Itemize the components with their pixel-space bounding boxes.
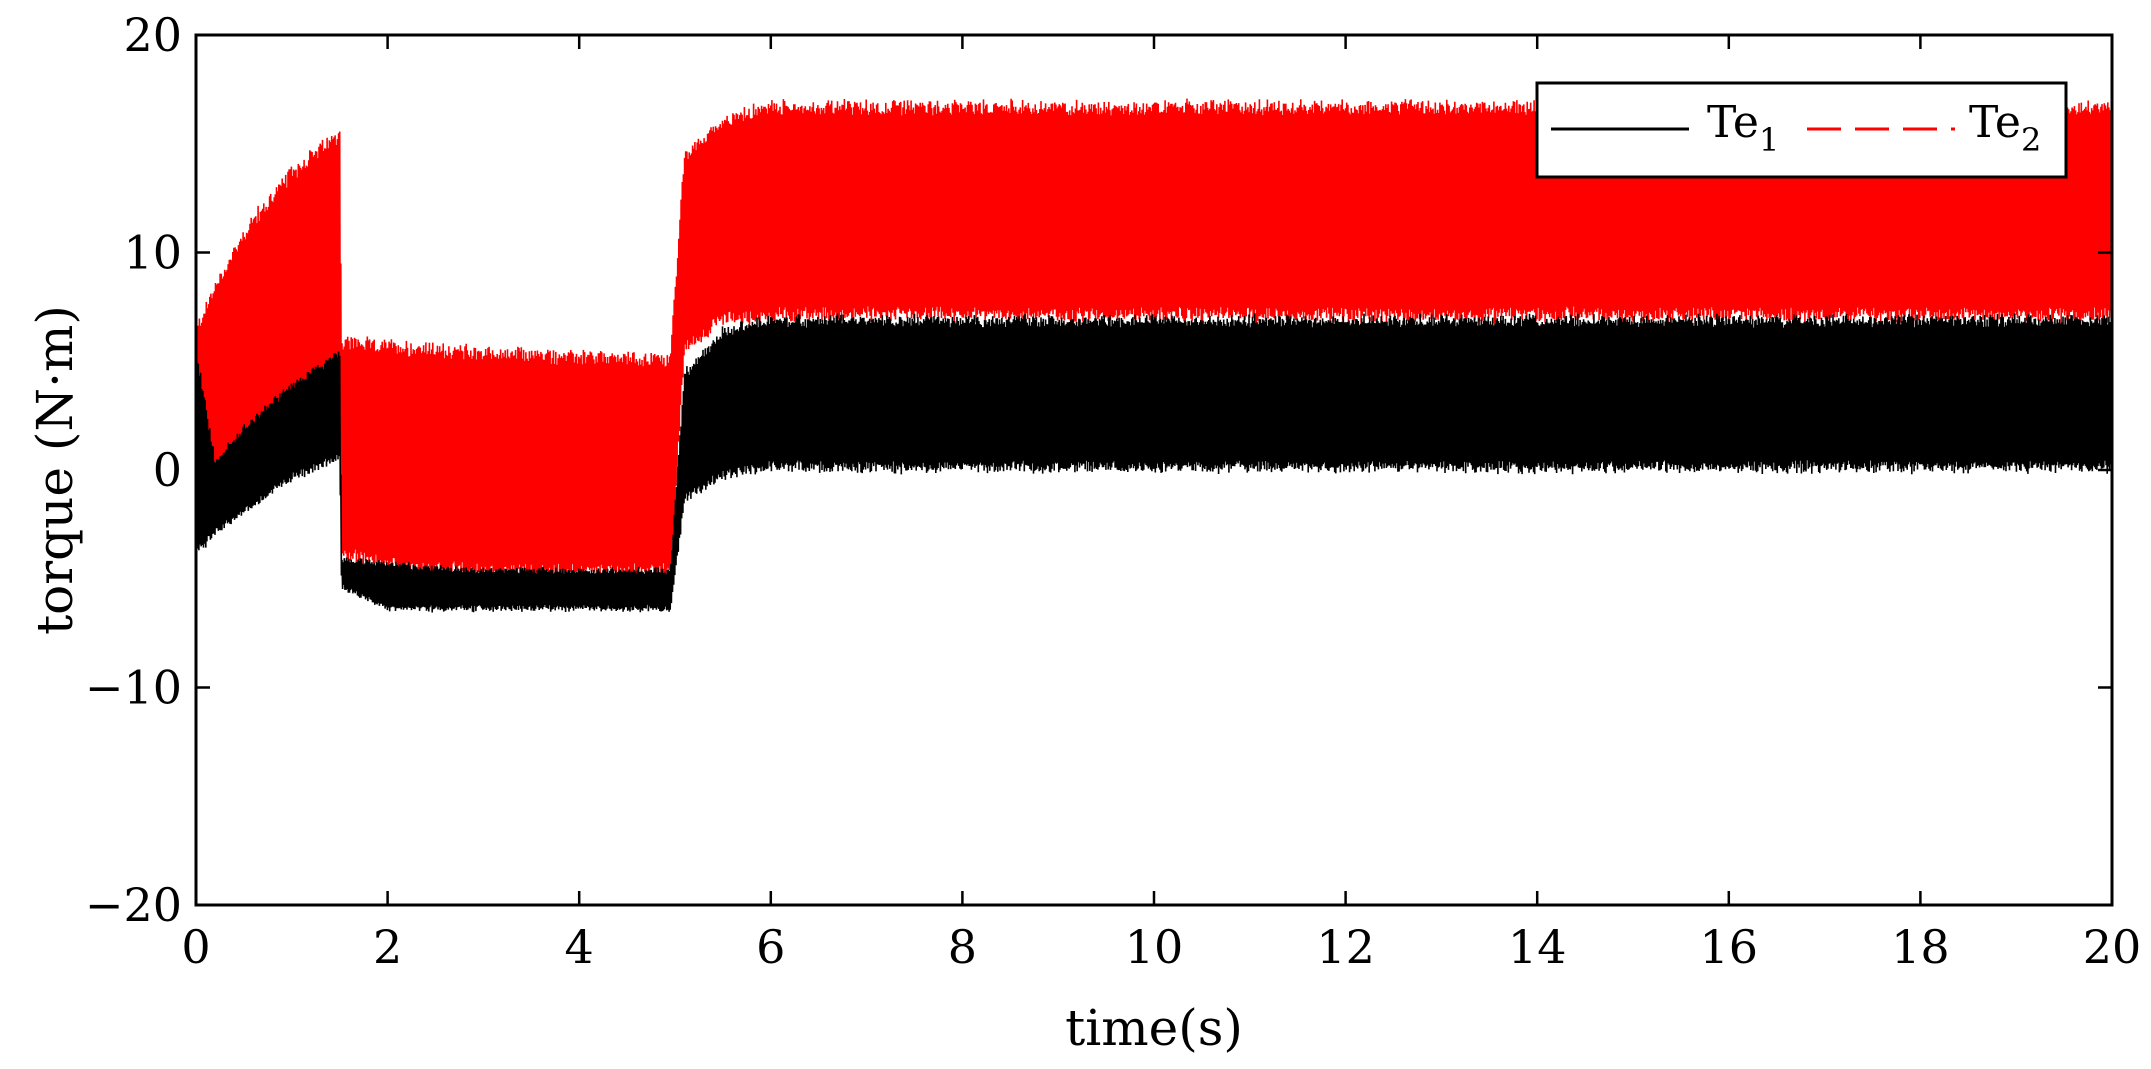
legend: Te1 Te2 (1535, 81, 2068, 179)
legend-label-te1-base: Te (1707, 97, 1759, 148)
x-tick-label: 4 (565, 920, 594, 974)
y-tick-label: −10 (85, 661, 182, 715)
x-tick-label: 14 (1508, 920, 1567, 974)
y-tick-label: 20 (123, 8, 182, 62)
axis-ticks (194, 33, 2114, 907)
legend-label-te2-base: Te (1969, 97, 2021, 148)
legend-label-te1-sub: 1 (1759, 121, 1779, 159)
x-tick-label: 6 (756, 920, 785, 974)
series-te1-line (195, 313, 2113, 613)
y-tick-label: −20 (85, 878, 182, 932)
x-tick-label: 18 (1891, 920, 1950, 974)
legend-label-te2: Te2 (1969, 97, 2041, 159)
y-tick-label: 10 (123, 226, 182, 280)
legend-label-te1: Te1 (1707, 97, 1779, 159)
y-axis-label: torque (N·m) (26, 305, 84, 635)
x-tick-label: 0 (181, 920, 210, 974)
x-tick-label: 8 (948, 920, 977, 974)
y-tick-label: 0 (153, 443, 182, 497)
x-tick-label: 16 (1700, 920, 1759, 974)
series-te2-line (195, 98, 2113, 581)
legend-label-te2-sub: 2 (2021, 121, 2041, 159)
x-axis-label: time(s) (1065, 999, 1243, 1057)
x-tick-label: 2 (373, 920, 402, 974)
x-tick-label: 20 (2083, 920, 2142, 974)
x-tick-label: 10 (1125, 920, 1184, 974)
plot-series (195, 98, 2113, 613)
x-tick-label: 12 (1316, 920, 1375, 974)
